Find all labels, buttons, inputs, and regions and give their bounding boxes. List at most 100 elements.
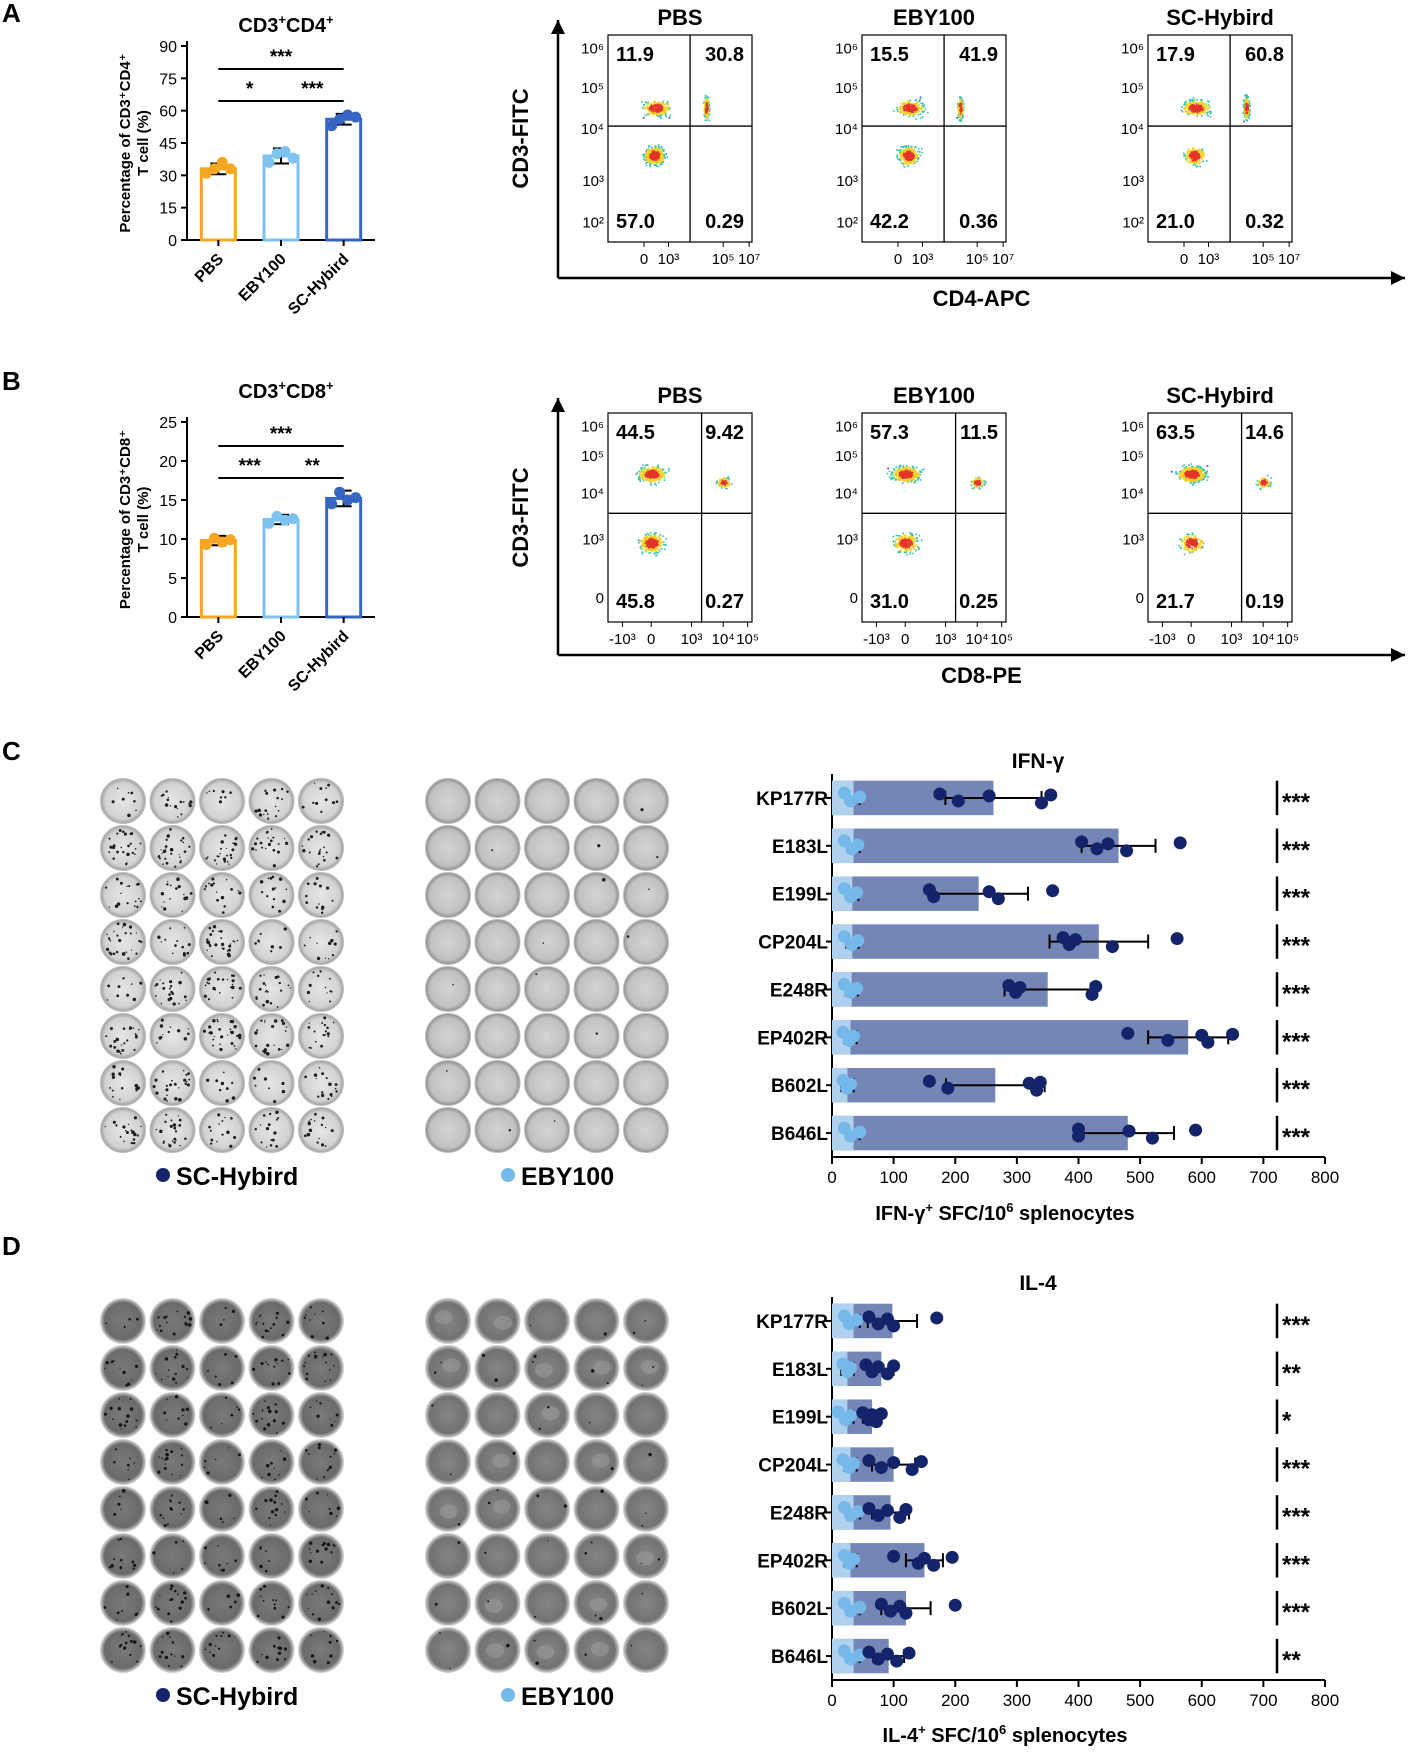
flow-event [908, 110, 910, 113]
flow-event [927, 111, 929, 114]
flow-event [659, 146, 662, 149]
flow-event [912, 157, 914, 159]
flow-event [660, 112, 663, 114]
flow-event [1193, 103, 1195, 105]
flow-event [902, 476, 905, 479]
flow-event [651, 148, 654, 151]
flow-event [719, 482, 722, 485]
flow-event [960, 108, 963, 111]
flow-event [1248, 104, 1251, 107]
flow-event [912, 162, 914, 165]
flow-event [706, 119, 708, 121]
flow-event [906, 162, 909, 165]
data-point [208, 163, 220, 175]
quadrant-upper-left: 44.5 [616, 422, 655, 444]
flow-event [916, 160, 918, 163]
flow-event [960, 112, 963, 114]
flow-event [897, 470, 899, 472]
flow-event [903, 542, 905, 544]
flow-event [922, 105, 925, 108]
flow-event [667, 103, 669, 106]
flow-event [917, 158, 920, 161]
y-tick-label: 20 [159, 454, 177, 471]
flow-event [906, 104, 908, 106]
flow-event [1200, 109, 1203, 112]
y-tick-label: 10³ [836, 173, 858, 190]
flow-event [655, 163, 658, 165]
flow-event [904, 535, 907, 537]
flow-event [1190, 155, 1192, 157]
flow-event [1243, 94, 1246, 97]
flow-event [916, 157, 919, 159]
flow-event [910, 478, 913, 480]
flow-event [647, 548, 650, 551]
y-tick-label: 10⁴ [581, 121, 604, 138]
flow-event [666, 156, 669, 158]
flow-event [647, 159, 650, 162]
flow-event [665, 538, 668, 540]
flow-event [723, 476, 725, 479]
flow-event [908, 536, 910, 538]
flow-event [1186, 152, 1189, 154]
flow-event [917, 100, 920, 103]
flow-event [901, 151, 903, 154]
flow-event [898, 158, 901, 160]
significance-label: *** [270, 424, 293, 445]
y-tick-label: 10⁶ [835, 40, 858, 57]
flow-event [911, 469, 914, 472]
flow-event [903, 101, 906, 104]
flow-event [658, 156, 660, 158]
flow-event [653, 547, 655, 549]
flow-event [911, 152, 914, 155]
flow-event [642, 158, 645, 161]
x-tick-label: EBY100 [236, 628, 290, 682]
flow-event [902, 471, 904, 473]
flow-event [655, 541, 658, 544]
flow-event [642, 464, 644, 467]
y-axis-title-line2: T cell (%) [135, 487, 152, 553]
flow-event [914, 150, 916, 153]
flow-event [1246, 107, 1248, 110]
flow-event [1185, 158, 1187, 160]
flow-event [1244, 106, 1247, 108]
flow-event [916, 540, 918, 543]
flow-event [664, 108, 666, 111]
flow-event [660, 469, 662, 471]
flow-event [906, 100, 909, 103]
flow-event [903, 109, 905, 112]
flow-event [660, 104, 663, 107]
flow-event [653, 101, 655, 104]
flow-event [903, 540, 906, 543]
flow-event [656, 475, 659, 478]
flow-event [908, 150, 911, 153]
flow-event [896, 472, 898, 474]
flow-event [651, 156, 654, 159]
flow-event [915, 537, 917, 540]
flow-event [644, 549, 647, 551]
flow-event [655, 484, 657, 486]
flow-event [894, 540, 896, 543]
y-tick-label: 10² [1122, 214, 1144, 231]
flow-event [652, 476, 655, 478]
flow-event [915, 111, 918, 114]
flow-event [918, 103, 920, 106]
flow-event [899, 472, 901, 474]
flow-event [1201, 158, 1203, 160]
flow-event [650, 473, 652, 475]
flow-event [640, 540, 643, 543]
flow-event [1205, 106, 1208, 108]
flow-event [664, 110, 667, 113]
flow-event [647, 102, 650, 105]
flow-event [906, 109, 908, 112]
flow-event [724, 484, 726, 486]
flow-event [917, 150, 919, 153]
flow-event [913, 157, 915, 159]
flow-event [961, 103, 964, 106]
flow-event [654, 164, 656, 167]
flow-plot-title: EBY100 [893, 383, 975, 408]
flow-event [1188, 161, 1190, 164]
flow-event [1246, 103, 1249, 106]
flow-event [658, 158, 660, 160]
flow-event [658, 474, 661, 476]
flow-event [642, 472, 645, 474]
